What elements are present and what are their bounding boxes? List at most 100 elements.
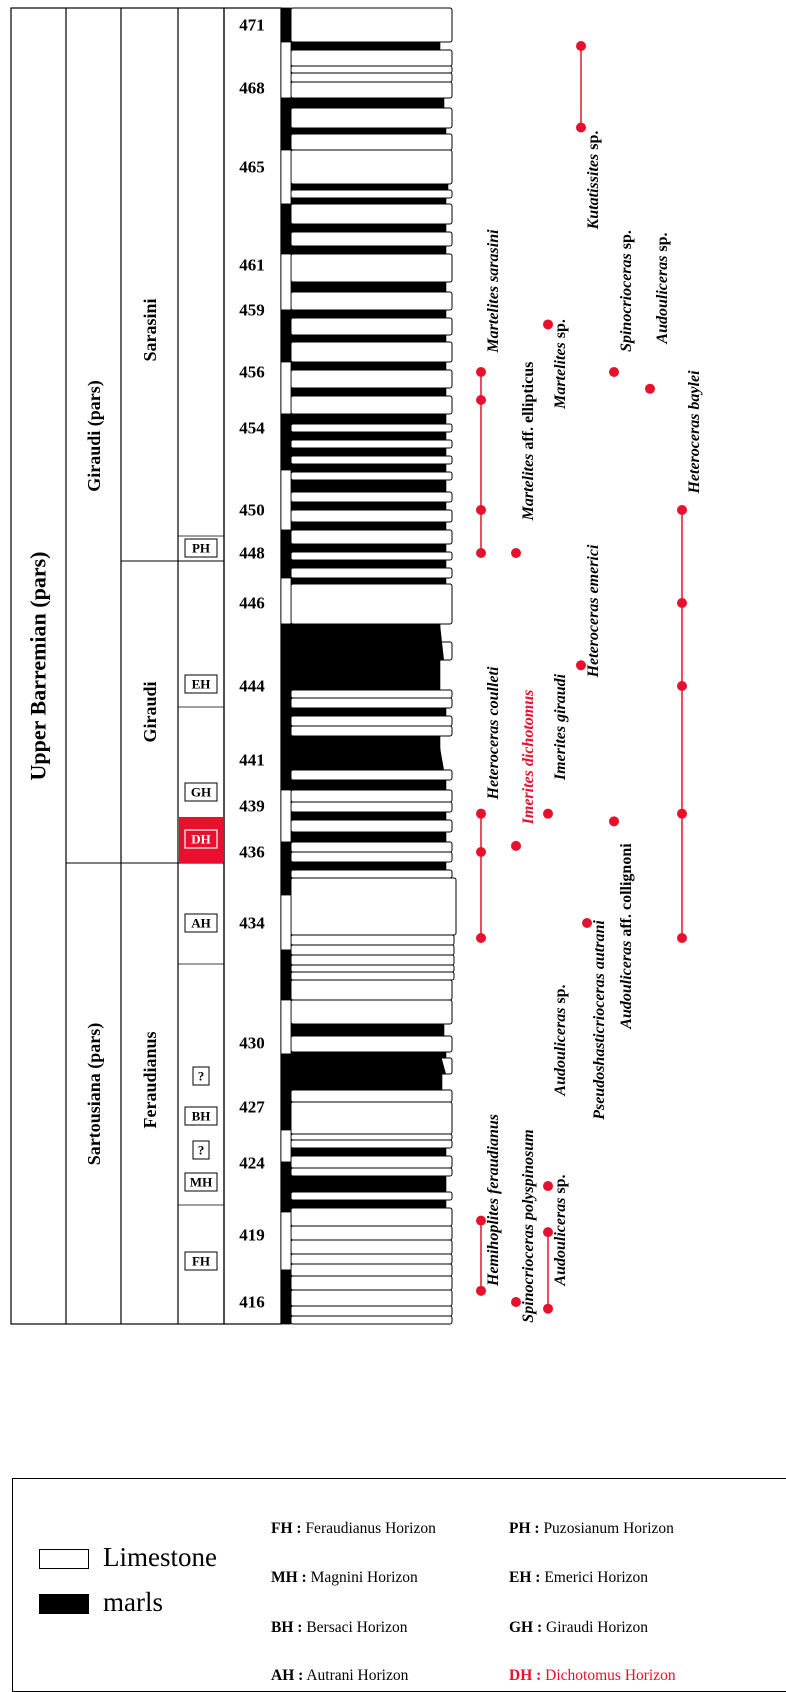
marl-bed [291, 1052, 446, 1074]
limestone-bed [290, 149, 453, 185]
marl-bed [290, 281, 447, 293]
limestone-bed [290, 877, 457, 936]
horizon-code: DH [191, 832, 211, 847]
marl-bed [290, 127, 447, 135]
limestone-strip [280, 1211, 292, 1271]
limestone-bed [290, 841, 453, 853]
marl-bed [290, 779, 447, 791]
horizon-box [192, 1066, 210, 1086]
legend-gh: GH : Giraudi Horizon [509, 1619, 649, 1636]
limestone-strip [280, 894, 292, 951]
taxon-occurrence-point [543, 1227, 553, 1238]
taxon-label: Heteroceras baylei [686, 370, 703, 495]
taxon-label: Martelites sarasini [485, 229, 502, 354]
horizon-code: GH [191, 785, 211, 800]
marl-bed [290, 463, 447, 473]
limestone-bed [290, 491, 453, 503]
limestone-bed [290, 819, 453, 833]
limestone-swatch [39, 1549, 89, 1569]
marl-strip [280, 623, 292, 791]
limestone-bed [290, 1207, 453, 1227]
limestone-bed [290, 583, 453, 625]
marl-bed [290, 1199, 447, 1209]
legend: Limestone marls FH : Feraudianus Horizon… [12, 1478, 786, 1692]
marl-bed [290, 1023, 445, 1037]
legend-ah: AH : Autrani Horizon [271, 1667, 409, 1684]
taxon-occurrence-point [511, 1297, 521, 1307]
marl-bed [290, 521, 447, 531]
taxon-label: Hemihoplites feraudianus [485, 1114, 502, 1287]
marl-bed [290, 501, 447, 511]
taxon-label: Imerites giraudi [552, 673, 569, 781]
taxon-occurrence-point [476, 1215, 486, 1226]
marl-bed [290, 479, 447, 493]
limestone-bed [290, 944, 455, 956]
limestone-bed [290, 979, 453, 1001]
limestone-strip [280, 149, 292, 205]
limestone-bed [290, 1275, 453, 1291]
limestone-bed [290, 203, 453, 225]
bed-label: 436 [239, 843, 265, 862]
marl-bed [290, 707, 447, 717]
stratigraphic-column: Upper Barremian (pars) Sartousiana (pars)… [10, 7, 703, 1325]
limestone-bed [290, 869, 453, 879]
bed-label: 450 [239, 501, 265, 520]
limestone-bed [290, 65, 453, 74]
limestone-bed [290, 341, 453, 363]
marl-bed [290, 831, 447, 843]
taxon-label: Spinocrioceras sp. [618, 230, 635, 352]
bed-label: 454 [239, 419, 265, 438]
taxon-label: Martelites sp. [552, 319, 569, 410]
limestone-bed [290, 471, 453, 481]
limestone-bed [290, 49, 453, 67]
limestone-strip [280, 361, 292, 415]
bed-label: 459 [239, 301, 265, 320]
marl-bed [290, 861, 447, 871]
marl-bed [290, 97, 445, 109]
limestone-bed [290, 423, 453, 433]
legend-bh: BH : Bersaci Horizon [271, 1619, 408, 1636]
taxon-occurrence-point [645, 383, 655, 394]
taxon-occurrence-point [677, 505, 687, 515]
limestone-bed [290, 1155, 453, 1169]
horizon-code: PH [192, 541, 210, 556]
marl-bed [291, 624, 444, 690]
taxon-occurrence-point [543, 319, 553, 330]
limestone-bed [290, 1139, 453, 1149]
taxon-occurrence-point [476, 548, 486, 558]
legend-dh: DH : Dichotomus Horizon [509, 1667, 676, 1684]
marl-bed [290, 387, 447, 397]
taxon-label: Heteroceras coulleti [485, 666, 502, 800]
limestone-bed [290, 439, 453, 449]
horizon-code: ? [198, 1143, 205, 1158]
limestone-bed [290, 1263, 453, 1277]
taxon-occurrence-point [609, 367, 619, 377]
bed-label: 471 [239, 16, 265, 35]
horizon-box [184, 913, 218, 933]
marl-bed [290, 309, 447, 319]
bed-label: 456 [239, 363, 265, 382]
limestone-bed [290, 851, 453, 863]
subzone-label: Sarasini [140, 298, 160, 361]
legend-mh: MH : Magnini Horizon [271, 1569, 418, 1586]
limestone-bed [290, 133, 453, 151]
horizon-box [192, 1140, 210, 1160]
marl-strip [280, 309, 292, 363]
marl-strip [280, 1161, 292, 1213]
taxon-label: Audouliceras sp. [654, 232, 671, 344]
horizon-box [184, 1172, 218, 1192]
marl-bed [290, 183, 449, 191]
zone-label: Giraudi (pars) [84, 380, 105, 492]
taxon-occurrence-point [677, 808, 687, 819]
marl-bed [290, 559, 447, 569]
marl-bed [290, 223, 447, 233]
taxon-occurrence-point [576, 660, 586, 671]
bed-label: 419 [239, 1226, 265, 1245]
limestone-strip [280, 253, 292, 311]
horizon-code: MH [190, 1175, 212, 1190]
bed-label: 465 [239, 158, 265, 177]
taxon-label: Audouliceras sp. [552, 984, 569, 1096]
legend-fh: FH : Feraudianus Horizon [271, 1520, 436, 1537]
limestone-bed [290, 697, 453, 709]
limestone-bed [290, 1225, 453, 1241]
